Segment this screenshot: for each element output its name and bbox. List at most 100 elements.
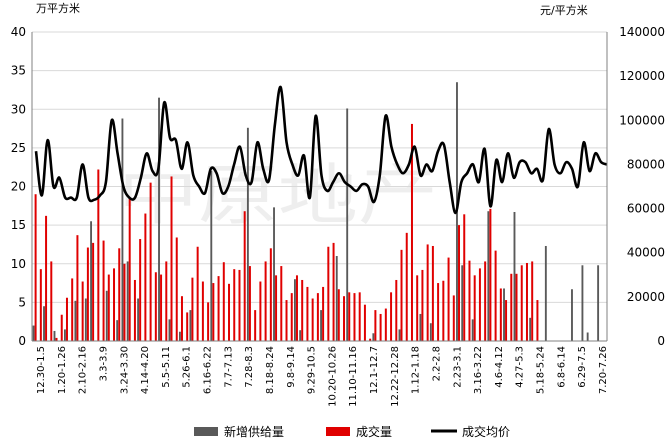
deal-bar (34, 194, 37, 341)
left-tick-label: 35 (11, 64, 26, 78)
deal-bar (515, 273, 518, 341)
deal-bar (160, 274, 163, 341)
deal-bar (473, 275, 476, 341)
left-tick-label: 15 (11, 218, 26, 232)
watermark: 中原地产 (118, 157, 438, 234)
deal-bar (81, 281, 84, 341)
deal-bar (243, 211, 246, 341)
left-tick-label: 0 (18, 334, 26, 348)
legend-label-deal: 成交量 (356, 424, 392, 439)
supply-bar (346, 108, 349, 341)
x-tick-label: 3.16-3.22 (473, 346, 484, 394)
deal-bar (431, 245, 434, 341)
deal-bar (207, 302, 210, 342)
deal-bar (222, 262, 225, 341)
supply-bar (293, 279, 296, 341)
right-tick-label: 60000 (627, 202, 665, 216)
deal-bar (332, 242, 335, 341)
supply-bar (90, 221, 93, 341)
deal-bar (233, 269, 236, 341)
deal-bar (348, 292, 351, 341)
deal-bar (212, 283, 215, 341)
x-tick-label: 2.10-2.16 (78, 346, 89, 394)
supply-bar (544, 245, 547, 341)
deal-bar (400, 249, 403, 341)
deal-bar (484, 261, 487, 341)
deal-bar (301, 279, 304, 341)
x-tick-label: 6.8-6.14 (556, 346, 567, 388)
deal-bar (71, 278, 74, 341)
deal-bar (133, 279, 136, 341)
deal-bar (489, 208, 492, 341)
x-tick-label: 12.30-1.5 (36, 346, 47, 394)
right-tick-label: 100000 (619, 113, 665, 127)
deal-bar (525, 262, 528, 341)
deal-bar (379, 313, 382, 341)
right-tick-label: 20000 (627, 290, 665, 304)
supply-bar (137, 298, 140, 341)
x-axis-ticks: 12.30-1.5 1.20-1.26 2.10-2.16 3.3-3.9 3.24-3… (36, 346, 609, 407)
deal-bar (165, 261, 168, 341)
deal-bar (92, 242, 95, 341)
legend-swatch-deal (326, 427, 350, 436)
left-tick-label: 25 (11, 141, 26, 155)
deal-bar (280, 266, 283, 341)
deal-bar (139, 239, 142, 341)
supply-bar (74, 300, 77, 341)
supply-bar (84, 298, 87, 341)
x-tick-label: 7.28-8.3 (244, 346, 255, 388)
x-tick-label: 12.1-12.7 (369, 346, 380, 394)
deal-bar (144, 213, 147, 341)
deal-bar (290, 293, 293, 341)
x-tick-label: 9.8-9.14 (286, 346, 297, 388)
deal-bar (327, 246, 330, 341)
deal-bar (494, 250, 497, 341)
x-tick-label: 6.16-6.22 (203, 346, 214, 394)
supply-bar (419, 313, 422, 341)
axes (31, 32, 608, 342)
right-axis-ticks: 0 20000 40000 60000 80000 100000 120000 140000 (619, 25, 665, 348)
deal-bar (478, 268, 481, 341)
price-series-line (34, 85, 608, 215)
deal-bar (39, 269, 42, 341)
deal-bar (531, 261, 534, 341)
x-tick-label: 3.3-3.9 (98, 346, 109, 381)
deal-bar (201, 281, 204, 341)
deal-bar (322, 286, 325, 341)
deal-bar (76, 235, 79, 341)
deal-bar (437, 283, 440, 341)
deal-bar (45, 215, 48, 341)
supply-bar (273, 207, 275, 341)
supply-bar (189, 310, 192, 341)
x-tick-label: 6.29-7.5 (577, 346, 588, 388)
x-tick-label: 9.29-10.5 (307, 346, 318, 394)
deal-bar (505, 300, 508, 341)
supply-bar (63, 329, 66, 341)
supply-bar (471, 319, 474, 341)
supply-bar (53, 330, 56, 341)
deal-bar (316, 293, 319, 341)
deal-bar (264, 261, 267, 341)
x-tick-label: 1.12-1.18 (411, 346, 422, 394)
deal-bar (196, 246, 199, 341)
right-tick-label: 140000 (619, 25, 665, 39)
x-tick-label: 4.27-5.3 (515, 346, 526, 388)
deal-bar (254, 310, 257, 341)
supply-bar (581, 265, 584, 341)
supply-bar (116, 320, 119, 341)
supply-bar (461, 265, 464, 341)
supply-bar (43, 306, 45, 341)
deal-bar (170, 176, 173, 341)
deal-bar (405, 232, 408, 341)
supply-bar (168, 319, 171, 341)
deal-bar (384, 308, 387, 341)
supply-bar (429, 323, 432, 341)
supply-bar (513, 211, 516, 341)
legend-swatch-supply (194, 427, 218, 436)
deal-bar (510, 273, 513, 341)
deal-bar (65, 297, 68, 341)
x-tick-label: 10.20-10.26 (327, 346, 338, 407)
right-tick-label: 0 (657, 334, 665, 348)
x-tick-label: 5.26-6.1 (182, 346, 193, 388)
legend-label-price: 成交均价 (462, 424, 510, 439)
